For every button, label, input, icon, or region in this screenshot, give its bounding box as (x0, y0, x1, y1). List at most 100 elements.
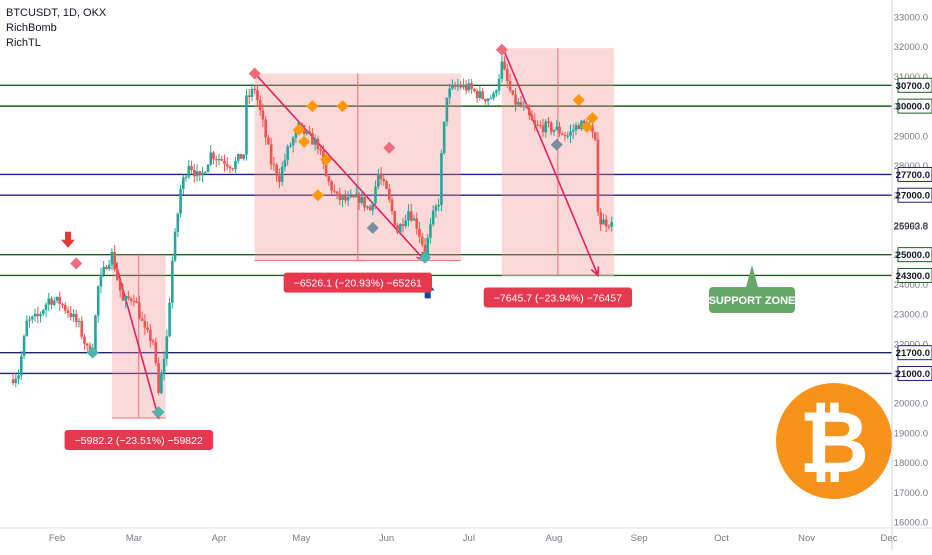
candle-body[interactable] (357, 193, 361, 203)
candle-body[interactable] (464, 84, 468, 91)
candle-body[interactable] (253, 88, 257, 91)
candle-body[interactable] (560, 133, 564, 135)
candle-body[interactable] (473, 88, 476, 92)
candle-body[interactable] (151, 340, 155, 342)
candle-body[interactable] (217, 158, 221, 160)
candle-body[interactable] (382, 179, 386, 182)
candle-body[interactable] (607, 226, 611, 228)
candle-body[interactable] (220, 158, 224, 161)
candle-body[interactable] (146, 327, 149, 330)
candle-body[interactable] (599, 212, 602, 225)
candle-body[interactable] (387, 188, 391, 200)
candle-body[interactable] (269, 144, 273, 165)
candle-body[interactable] (385, 181, 388, 189)
candle-body[interactable] (484, 98, 487, 102)
candle-body[interactable] (525, 105, 528, 109)
candle-body[interactable] (489, 98, 493, 100)
signal-diamond-marker[interactable] (292, 123, 305, 136)
candle-body[interactable] (341, 196, 344, 201)
level-price-tag[interactable] (897, 365, 932, 381)
candle-body[interactable] (289, 145, 292, 147)
candle-body[interactable] (448, 88, 451, 98)
candle-body[interactable] (580, 120, 583, 129)
candle-body[interactable] (508, 80, 512, 91)
candle-body[interactable] (77, 320, 81, 322)
candle-body[interactable] (470, 83, 473, 89)
candle-body[interactable] (261, 110, 265, 120)
candle-body[interactable] (544, 121, 548, 133)
candle-body[interactable] (423, 244, 427, 255)
candle-body[interactable] (198, 171, 202, 176)
signal-diamond-marker[interactable] (336, 100, 349, 113)
candle-body[interactable] (52, 300, 56, 305)
candle-body[interactable] (431, 210, 435, 225)
candle-body[interactable] (201, 172, 204, 176)
signal-diamond-marker[interactable] (70, 257, 83, 270)
candle-body[interactable] (418, 228, 421, 237)
candle-body[interactable] (80, 320, 84, 337)
candle-body[interactable] (58, 296, 62, 304)
candle-body[interactable] (116, 269, 119, 280)
candle-body[interactable] (203, 172, 207, 174)
level-price-tag[interactable] (897, 267, 932, 283)
signal-diamond-marker[interactable] (298, 135, 311, 148)
candle-body[interactable] (582, 120, 586, 124)
support-zone-callout[interactable] (709, 287, 795, 313)
candle-body[interactable] (182, 177, 185, 190)
candle-body[interactable] (349, 195, 353, 198)
candle-body[interactable] (467, 83, 471, 91)
signal-diamond-marker[interactable] (306, 100, 319, 113)
candle-body[interactable] (327, 176, 331, 182)
candle-body[interactable] (294, 129, 298, 138)
signal-diamond-marker[interactable] (86, 346, 99, 359)
drawdown-label-box[interactable] (283, 272, 433, 293)
candle-body[interactable] (401, 224, 405, 227)
indicator-richbomb[interactable]: RichBomb (6, 22, 57, 34)
candle-body[interactable] (184, 176, 188, 178)
candle-body[interactable] (338, 193, 342, 201)
candle-body[interactable] (22, 336, 26, 357)
candle-body[interactable] (355, 193, 358, 198)
candle-body[interactable] (352, 195, 355, 198)
candle-body[interactable] (33, 313, 37, 317)
candle-body[interactable] (85, 343, 89, 346)
candle-body[interactable] (335, 191, 339, 194)
candle-body[interactable] (456, 84, 460, 87)
candle-body[interactable] (283, 160, 287, 167)
candle-body[interactable] (305, 131, 309, 135)
candle-body[interactable] (250, 88, 254, 97)
candle-body[interactable] (228, 166, 232, 169)
candle-body[interactable] (344, 196, 347, 201)
symbol-title[interactable]: BTCUSDT, 1D, OKX (6, 7, 107, 19)
candle-body[interactable] (212, 152, 215, 160)
candle-body[interactable] (363, 197, 366, 208)
candle-body[interactable] (459, 84, 462, 88)
candle-body[interactable] (50, 298, 53, 305)
candle-body[interactable] (11, 379, 15, 384)
candle-body[interactable] (486, 98, 490, 102)
candle-body[interactable] (311, 133, 314, 145)
candle-body[interactable] (154, 341, 158, 364)
candle-body[interactable] (168, 302, 171, 337)
candle-body[interactable] (300, 122, 303, 126)
candle-body[interactable] (242, 154, 246, 159)
candle-body[interactable] (451, 85, 454, 89)
candle-body[interactable] (407, 211, 410, 221)
candle-body[interactable] (179, 189, 182, 214)
candle-body[interactable] (577, 125, 581, 129)
candle-body[interactable] (206, 164, 210, 173)
candle-body[interactable] (555, 126, 559, 130)
candle-body[interactable] (88, 345, 92, 353)
candle-body[interactable] (530, 115, 534, 121)
candle-body[interactable] (371, 203, 375, 211)
signal-diamond-marker[interactable] (311, 189, 324, 202)
candle-body[interactable] (55, 296, 59, 301)
candle-body[interactable] (558, 126, 561, 134)
candle-body[interactable] (333, 190, 336, 192)
candle-body[interactable] (192, 169, 196, 177)
candle-body[interactable] (420, 236, 424, 245)
candle-body[interactable] (563, 134, 567, 136)
candle-body[interactable] (571, 130, 575, 132)
candle-body[interactable] (83, 336, 86, 344)
candle-body[interactable] (549, 122, 553, 132)
